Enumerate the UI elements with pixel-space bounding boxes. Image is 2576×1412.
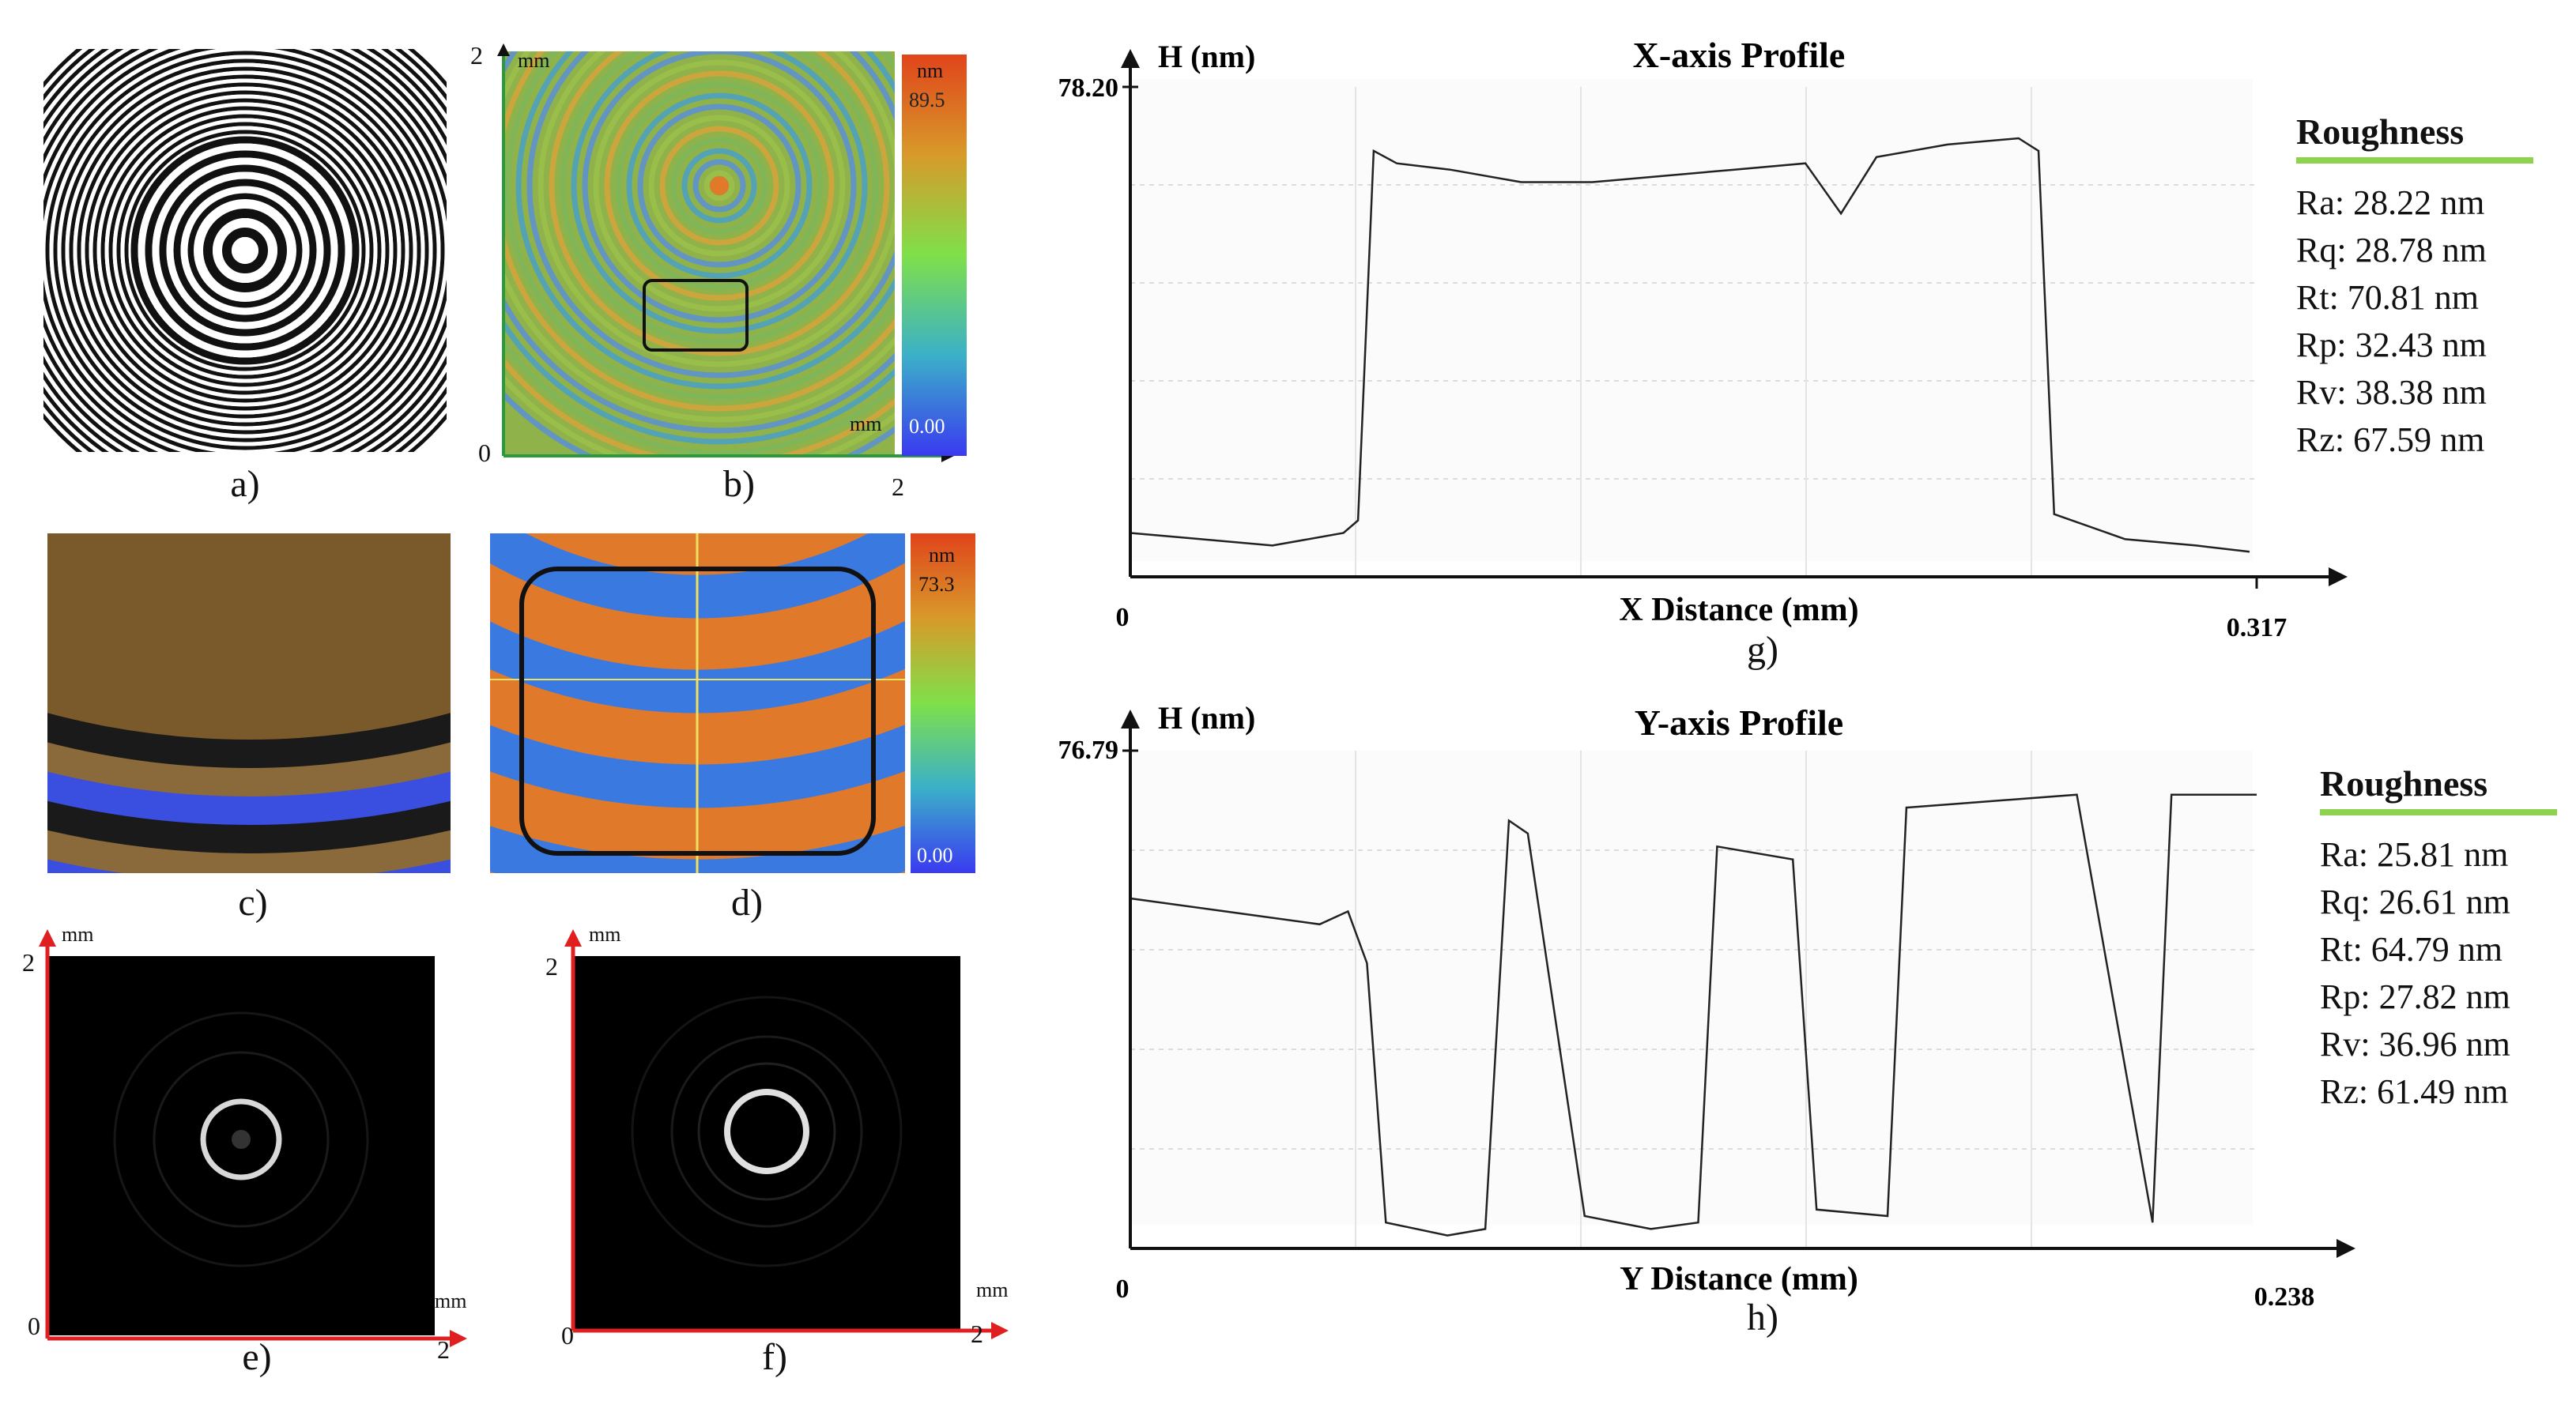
x-axis-label: Y Distance (mm) xyxy=(1620,1261,1858,1297)
panel-c-label: c) xyxy=(238,882,268,924)
roughness-underline xyxy=(2296,157,2533,164)
roughness-ra: Ra: 28.22 nm xyxy=(2296,183,2485,222)
panel-f-image xyxy=(564,929,1009,1339)
roughness-rv: Rv: 38.38 nm xyxy=(2296,373,2487,412)
panel-d-colorbar-max: 73.3 xyxy=(918,573,955,596)
chart-title: Y-axis Profile xyxy=(1635,702,1843,743)
panel-f-unit-y: mm xyxy=(589,923,621,946)
panel-d-colorbar-min: 0.00 xyxy=(917,844,953,867)
x-axis-label: X Distance (mm) xyxy=(1619,592,1858,628)
chart-title: X-axis Profile xyxy=(1633,35,1846,75)
y-axis-label: H (nm) xyxy=(1158,700,1255,736)
panel-b-colorbar-max: 89.5 xyxy=(909,88,945,111)
y-tick-label: 76.79 xyxy=(1058,736,1119,765)
panel-a-label: a) xyxy=(230,463,260,505)
roughness-title: Roughness xyxy=(2320,763,2488,804)
roughness-rz: Rz: 61.49 nm xyxy=(2320,1072,2509,1111)
panel-b-height-map xyxy=(497,43,967,462)
panel-b-unit-y: mm xyxy=(518,49,550,72)
roughness-rq: Rq: 28.78 nm xyxy=(2296,231,2487,269)
panel-b-colorbar-min: 0.00 xyxy=(909,415,945,438)
roughness-rq: Rq: 26.61 nm xyxy=(2320,883,2510,921)
roi-box xyxy=(643,279,749,352)
panel-e-axis-top: 2 xyxy=(22,948,35,977)
roughness-rt: Rt: 64.79 nm xyxy=(2320,930,2503,969)
x-tick-label: 0 xyxy=(1116,603,1130,632)
panel-b-label: b) xyxy=(723,463,755,505)
panel-f-axis-origin: 0 xyxy=(561,1321,574,1350)
panel-e-axis-origin: 0 xyxy=(28,1312,40,1340)
roughness-rp: Rp: 27.82 nm xyxy=(2320,977,2510,1016)
panel-b-unit-x: mm xyxy=(850,412,882,435)
roughness-rt: Rt: 70.81 nm xyxy=(2296,278,2480,317)
panel-b-axis-top: 2 xyxy=(470,41,483,70)
x-tick-label: 0.238 xyxy=(2254,1282,2315,1312)
roughness-ra: Ra: 25.81 nm xyxy=(2320,835,2509,874)
panel-b-axis-origin: 0 xyxy=(478,439,491,467)
roughness-title: Roughness xyxy=(2296,111,2465,152)
y-axis-label: H (nm) xyxy=(1158,39,1255,74)
plot-area xyxy=(1130,79,2253,561)
roughness-underline xyxy=(2320,809,2557,815)
roi-box xyxy=(519,567,876,856)
panel-a-ring-image xyxy=(43,49,447,452)
panel-d-label: d) xyxy=(731,882,763,924)
panel-e-unit-y: mm xyxy=(62,923,94,946)
panel-c-micrograph xyxy=(47,533,451,873)
panel-h-label: h) xyxy=(1747,1297,1778,1339)
panel-b-colorbar xyxy=(902,55,967,456)
panel-f-label: f) xyxy=(762,1336,787,1378)
panel-d-colorbar xyxy=(911,533,975,873)
panel-e-unit-x: mm xyxy=(435,1290,467,1312)
panel-f-axis-right: 2 xyxy=(971,1320,983,1348)
roughness-box-g: Roughness Ra: 28.22 nm Rq: 28.78 nm Rt: … xyxy=(2296,111,2549,464)
panel-f-unit-x: mm xyxy=(976,1278,1009,1301)
panel-b-colorbar-unit: nm xyxy=(917,59,944,82)
chart-x-profile: X-axis Profile H (nm) X Distance (mm) 78… xyxy=(1058,35,2348,642)
roughness-rz: Rz: 67.59 nm xyxy=(2296,420,2485,459)
panel-e-label: e) xyxy=(242,1336,272,1378)
panel-b-axis-right: 2 xyxy=(892,473,904,501)
roughness-box-h: Roughness Ra: 25.81 nm Rq: 26.61 nm Rt: … xyxy=(2320,762,2573,1116)
roughness-rv: Rv: 36.96 nm xyxy=(2320,1025,2510,1064)
roughness-rp: Rp: 32.43 nm xyxy=(2296,326,2487,364)
panel-e-axis-right: 2 xyxy=(437,1335,450,1364)
series-line xyxy=(1130,793,2257,1237)
x-tick-label: 0.317 xyxy=(2227,613,2287,642)
chart-y-profile: Y-axis Profile H (nm) Y Distance (mm) 76… xyxy=(1058,700,2355,1312)
plot-area xyxy=(1130,751,2253,1225)
panel-g-label: g) xyxy=(1747,629,1778,671)
panel-d-height-map xyxy=(490,533,975,873)
x-tick-label: 0 xyxy=(1116,1275,1130,1304)
y-tick-label: 78.20 xyxy=(1058,73,1119,103)
series-line xyxy=(1130,137,2250,553)
panel-d-colorbar-unit: nm xyxy=(929,544,956,567)
panel-f-axis-top: 2 xyxy=(545,952,558,981)
panel-e-image xyxy=(39,929,467,1347)
